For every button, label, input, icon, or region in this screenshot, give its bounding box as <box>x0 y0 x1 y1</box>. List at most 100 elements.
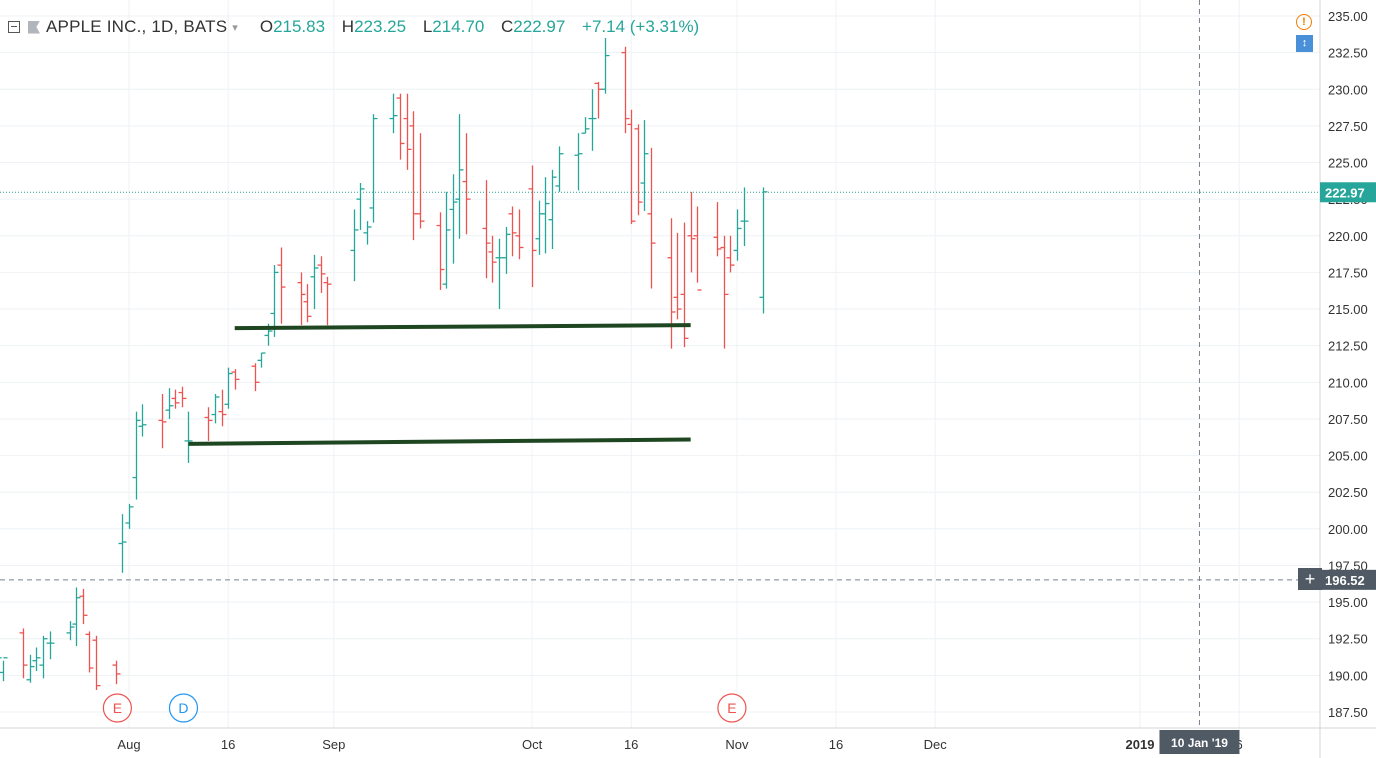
event-marker[interactable] <box>168 693 199 723</box>
open-label: O <box>259 17 274 36</box>
ohlc-bar <box>488 235 497 283</box>
ohlc-bar <box>396 93 405 160</box>
ohlc-bar <box>39 635 48 679</box>
ohlc-bar <box>640 120 649 211</box>
last-price-label: 222.97 <box>1325 185 1365 200</box>
ohlc-bar <box>601 37 610 94</box>
ohlc-bar <box>218 389 227 427</box>
ohlc-bar <box>680 222 689 348</box>
ohlc-bar <box>555 146 564 192</box>
ohlc-bar <box>502 226 511 274</box>
ohlc-bar <box>673 232 682 320</box>
ohlc-bar <box>403 93 412 170</box>
crosshair-add-button[interactable]: + <box>1298 568 1322 590</box>
event-marker[interactable] <box>717 693 747 723</box>
ohlc-bar <box>455 114 464 239</box>
ohlc-bar <box>356 183 365 230</box>
ohlc-bar <box>165 388 174 419</box>
ohlc-bar <box>647 147 656 289</box>
ohlc-bar <box>251 363 260 392</box>
event-marker-label: E <box>727 700 736 716</box>
ohlc-bar <box>231 369 240 390</box>
ohlc-bar <box>726 235 735 273</box>
collapse-icon[interactable] <box>8 21 20 33</box>
time-tick-label: 2019 <box>1126 737 1155 752</box>
ohlc-bar <box>204 407 213 441</box>
price-tick-label: 192.50 <box>1328 632 1368 647</box>
ohlc-bar <box>118 514 127 573</box>
ohlc-bar <box>667 218 676 349</box>
ohlc-bar <box>350 209 359 282</box>
ohlc-bar <box>693 206 702 291</box>
ohlc-values: O215.83 H223.25 L214.70 C222.97 +7.14 (+… <box>260 17 699 37</box>
ohlc-bar <box>112 660 121 685</box>
ohlc-bar <box>548 169 557 249</box>
ohlc-bar <box>125 503 134 529</box>
ohlc-bar <box>32 647 41 671</box>
ohlc-bar <box>588 89 597 151</box>
ohlc-bar <box>515 209 524 260</box>
ohlc-bar <box>482 180 491 279</box>
time-tick-label: Sep <box>322 737 345 752</box>
crosshair-price-badge <box>1320 569 1376 590</box>
sort-icon[interactable]: ↕ <box>1296 35 1313 52</box>
ohlc-bar <box>389 93 398 134</box>
price-tick-label: 207.50 <box>1328 412 1368 427</box>
time-tick-label: 16 <box>221 737 235 752</box>
time-tick-label: Dec <box>924 737 948 752</box>
ohlc-bar <box>574 133 583 191</box>
trendline[interactable] <box>188 437 691 446</box>
ohlc-bar <box>138 404 147 437</box>
price-tick-label: 210.00 <box>1328 375 1368 390</box>
ohlc-bar <box>462 133 471 235</box>
event-marker-label: E <box>113 700 122 716</box>
ohlc-bar <box>92 635 101 691</box>
ohlc-bar <box>740 187 749 247</box>
price-tick-label: 230.00 <box>1328 82 1368 97</box>
chevron-down-icon[interactable]: ▾ <box>232 21 238 34</box>
symbol-title[interactable]: APPLE INC., 1D, BATS <box>46 17 228 36</box>
crosshair-price-label: 196.52 <box>1325 573 1365 588</box>
ohlc-bar <box>369 114 378 223</box>
close-value: 222.97 <box>513 17 566 36</box>
ohlc-bar <box>535 200 544 255</box>
warning-icon[interactable]: ! <box>1296 14 1312 30</box>
ohlc-bar <box>85 631 94 673</box>
ohlc-bar <box>442 191 451 289</box>
low-label: L <box>422 17 433 36</box>
symbol-legend: APPLE INC., 1D, BATS ▾ O215.83 H223.25 L… <box>8 15 699 39</box>
price-tick-label: 215.00 <box>1328 302 1368 317</box>
ohlc-bar <box>720 235 729 349</box>
last-price-badge <box>1320 182 1376 203</box>
event-marker[interactable] <box>102 693 132 723</box>
flag-icon[interactable] <box>28 20 40 34</box>
ohlc-bar <box>713 202 722 257</box>
ohlc-bar <box>733 209 742 261</box>
ohlc-bar <box>310 254 319 310</box>
ohlc-bar <box>303 284 312 323</box>
ohlc-bar <box>621 46 630 134</box>
change-value: +7.14 (+3.31%) <box>582 17 700 36</box>
price-tick-label: 202.50 <box>1328 485 1368 500</box>
ohlc-bar <box>0 657 2 659</box>
ohlc-bar <box>323 276 332 326</box>
ohlc-bar <box>409 111 418 241</box>
ohlc-bar <box>541 177 550 254</box>
open-value: 215.83 <box>273 17 326 36</box>
ohlc-bar <box>72 587 81 647</box>
ohlc-bar <box>171 389 180 409</box>
price-tick-label: 220.00 <box>1328 229 1368 244</box>
ohlc-bar <box>0 657 8 682</box>
time-tick-label: Oct <box>522 737 543 752</box>
price-tick-label: 227.50 <box>1328 119 1368 134</box>
price-tick-label: 232.50 <box>1328 46 1368 61</box>
ohlc-bar <box>270 265 279 337</box>
ohlc-bar <box>436 212 445 291</box>
low-value: 214.70 <box>432 17 485 36</box>
price-tick-label: 225.00 <box>1328 156 1368 171</box>
crosshair-date-badge <box>1159 730 1240 754</box>
ohlc-bar <box>66 621 75 641</box>
trendline[interactable] <box>234 323 691 331</box>
ohlc-bar <box>277 247 286 324</box>
